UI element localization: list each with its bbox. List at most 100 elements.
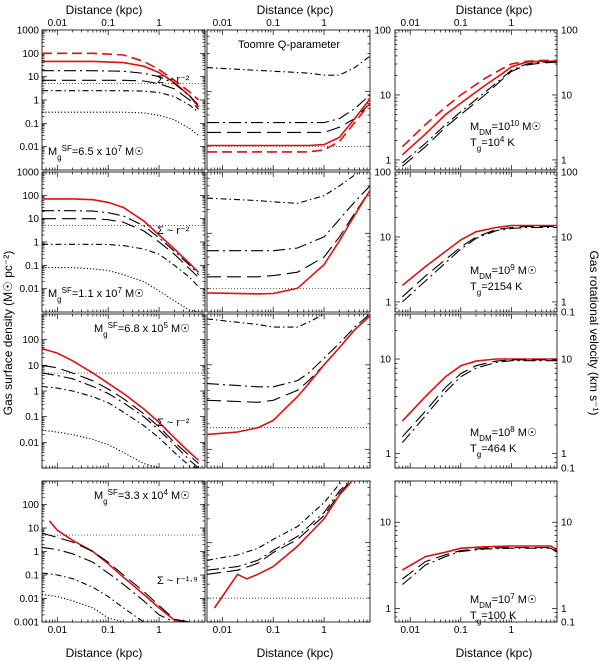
y-tick-label: 10: [28, 214, 40, 225]
panel-r3-toomre: [206, 313, 371, 469]
y-tick-label-right: 1: [561, 155, 567, 166]
y-tick-label: 0.1: [25, 261, 39, 272]
series-line-model-c: [42, 572, 190, 622]
y-tick-label: 10: [28, 524, 40, 535]
series-line-model-a: [207, 94, 370, 124]
series-line-model-c: [42, 90, 199, 113]
series-line-model-b: [207, 103, 370, 133]
dm-mass-annotation: MDM=107 M☉: [470, 592, 537, 610]
y-tick-label: 0.1: [25, 119, 39, 130]
panel-r2-toomre: [206, 171, 371, 313]
series-line-model-a: [402, 226, 557, 303]
x-tick-label: 0.01: [48, 18, 68, 29]
series-line-model-b: [42, 79, 199, 110]
y-tick-label: 10: [28, 72, 40, 83]
series-line-gas-solid-: [401, 545, 557, 571]
gas-temperature-annotation: Tg=104 K: [470, 135, 515, 153]
y-tick-label-right: 0.1: [561, 308, 575, 319]
series-line-model-b: [207, 190, 370, 278]
y-tick-label: 100: [22, 500, 39, 511]
y-tick-label: 0.01: [20, 142, 40, 153]
y-tick-label: 0.01: [20, 284, 40, 295]
y-tick-label: 1: [385, 604, 391, 615]
series-line-model-c: [42, 243, 199, 288]
top-xlabel-middle: Distance (kpc): [257, 3, 334, 17]
panels-layer: 0.01 0.1 1 0.01 0.1 1 10 100 1000 MgSF=6.5 x 107 …: [14, 18, 578, 636]
mass-annotation: MgSF=3.3 x 104 M☉: [94, 488, 190, 506]
series-line-model-b: [402, 546, 557, 580]
x-tick-label: 0.1: [101, 625, 115, 636]
y-tick-label-right: 100: [561, 168, 578, 179]
y-tick-label: 10: [380, 355, 392, 366]
series-line-gas-long-dash-: [42, 52, 200, 101]
y-tick-label: 1: [33, 96, 39, 107]
y-tick-label-right: 100: [561, 26, 578, 37]
gas-temperature-annotation: Tg=464 K: [470, 443, 517, 459]
y-tick-label: 100: [22, 335, 39, 346]
y-tick-label-right: 1: [561, 604, 567, 615]
y-tick-label: 100: [22, 191, 39, 202]
mass-annotation: MgSF=6.5 x 107 M☉: [48, 144, 144, 162]
panel-r2-density: 0.01 0.1 1 10 100 1000 MgSF=1.1 x 107 M☉ Σ ~ r⁻…: [17, 168, 206, 313]
series-line-gas-solid-: [401, 224, 557, 287]
slope-label: Σ ~ r⁻²: [157, 74, 190, 86]
y-tick-label: 1: [385, 297, 391, 308]
x-tick-label: 0.01: [400, 18, 420, 29]
y-tick-label: 100: [374, 168, 391, 179]
x-tick-label: 0.1: [101, 18, 115, 29]
y-tick-label: 0.01: [20, 438, 40, 449]
mass-annotation: MgSF=1.1 x 107 M☉: [48, 286, 144, 304]
panel-frame: [206, 480, 371, 623]
series-line-model-b: [401, 359, 557, 438]
y-tick-label: 10: [380, 518, 392, 529]
slope-label: Σ ~ r⁻²: [157, 225, 190, 237]
bottom-xlabel-right: Distance (kpc): [456, 646, 533, 660]
y-tick-label: 100: [22, 49, 39, 60]
y-tick-label: 1: [33, 387, 39, 398]
series-line-model-a: [207, 314, 370, 388]
y-tick-label-right: 10: [561, 90, 573, 101]
y-tick-label-right: 10: [561, 355, 573, 366]
series-line-model-a: [207, 481, 351, 571]
bottom-xlabel-left: Distance (kpc): [66, 646, 143, 660]
y-tick-label: 1000: [17, 168, 40, 179]
y-tick-label-right: 1: [561, 449, 567, 460]
left-ylabel: Gas surface density (M☉ pc⁻²): [1, 251, 15, 415]
series-line-model-c: [42, 385, 199, 468]
toomre-title: Toomre Q-parameter: [238, 39, 340, 51]
y-tick-label: 1: [33, 547, 39, 558]
series-line-model-a: [42, 210, 199, 275]
y-tick-label-right: 0.1: [561, 618, 575, 629]
panel-r3-velocity: 1 10 0.1 1 10 MDM=108 M☉Tg=464 K: [380, 313, 575, 475]
y-tick-label-right: 10: [561, 518, 573, 529]
series-line-model-c: [207, 314, 326, 328]
x-tick-label: 0.1: [266, 18, 280, 29]
series-line-gas-solid-: [207, 189, 370, 295]
series-line-model-c: [207, 55, 370, 76]
panel-r1-toomre: 0.01 0.1 1: [206, 18, 371, 171]
series-line-model-b: [42, 532, 190, 622]
x-tick-label: 1: [509, 625, 515, 636]
dm-mass-annotation: MDM=1010 M☉: [470, 119, 541, 137]
panel-r3-density: 0.01 0.1 1 10 100 MgSF=6.8 x 105 M☉ Σ ~ r⁻²: [20, 313, 206, 469]
series-line-model-a: [401, 360, 557, 443]
dm-mass-annotation: MDM=109 M☉: [470, 263, 537, 281]
y-tick-label: 1: [385, 155, 391, 166]
y-tick-label: 0.1: [25, 571, 39, 582]
x-tick-label: 1: [321, 18, 327, 29]
x-tick-label: 1: [321, 625, 327, 636]
series-line-gas-long-dash-: [401, 59, 557, 148]
series-line-model-d: [42, 593, 160, 622]
series-line-model-b: [207, 315, 370, 403]
series-line-gas-solid-: [48, 520, 190, 622]
right-ylabel: Gas rotational velocity (km s⁻¹): [587, 250, 600, 415]
x-tick-label: 1: [509, 18, 515, 29]
series-line-model-d: [42, 429, 199, 468]
x-tick-label: 0.01: [400, 625, 420, 636]
y-tick-label: 10: [28, 361, 40, 372]
panel-r4-density: 0.01 0.1 1 0.001 0.01 0.1 1 10 100 MgSF=3.3 x 104…: [14, 480, 206, 636]
x-tick-label: 0.1: [454, 625, 468, 636]
x-tick-label: 0.1: [454, 18, 468, 29]
